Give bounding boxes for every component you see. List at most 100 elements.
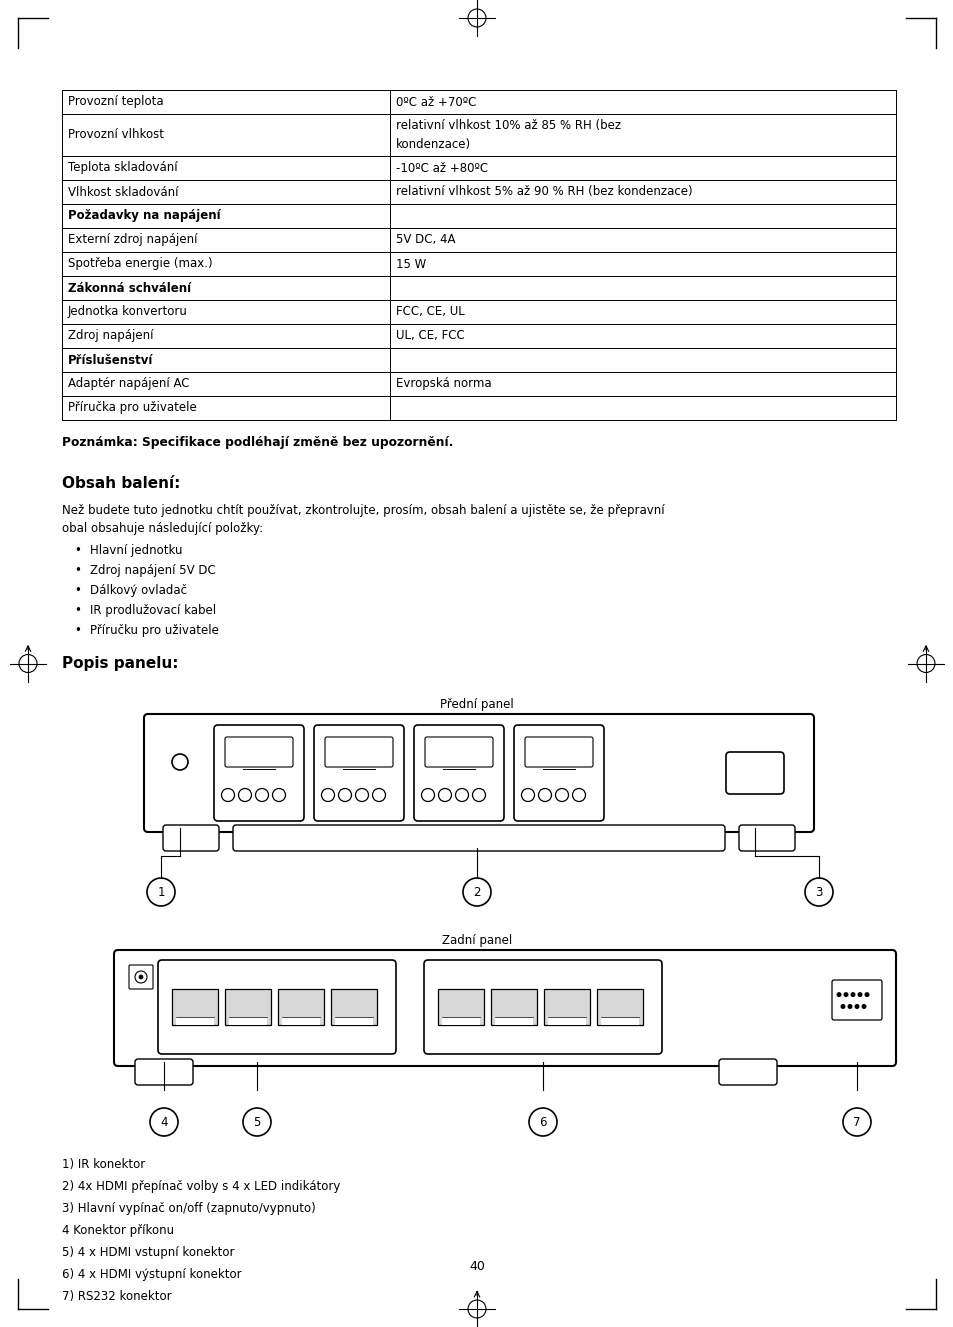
Text: 4 Konektor příkonu: 4 Konektor příkonu — [62, 1223, 174, 1237]
FancyBboxPatch shape — [277, 989, 324, 1024]
Text: Přední panel: Přední panel — [439, 698, 514, 711]
Text: -10ºC až +80ºC: -10ºC až +80ºC — [395, 162, 488, 174]
FancyBboxPatch shape — [491, 989, 537, 1024]
Text: Vlhkost skladování: Vlhkost skladování — [68, 186, 178, 199]
Text: •: • — [74, 624, 81, 637]
Circle shape — [861, 1005, 865, 1009]
FancyBboxPatch shape — [213, 725, 304, 821]
Bar — [600, 1016, 639, 1024]
Circle shape — [854, 1005, 859, 1009]
FancyBboxPatch shape — [163, 825, 219, 851]
Bar — [335, 1016, 373, 1024]
FancyBboxPatch shape — [233, 825, 724, 851]
Text: •: • — [74, 544, 81, 557]
Text: 5) 4 x HDMI vstupní konektor: 5) 4 x HDMI vstupní konektor — [62, 1246, 234, 1259]
Text: 4: 4 — [160, 1116, 168, 1128]
Text: 0ºC až +70ºC: 0ºC až +70ºC — [395, 96, 476, 109]
Text: 15 W: 15 W — [395, 257, 426, 271]
Text: Externí zdroj napájení: Externí zdroj napájení — [68, 234, 197, 247]
Text: Obsah balení:: Obsah balení: — [62, 476, 180, 491]
FancyBboxPatch shape — [172, 989, 218, 1024]
Text: Příručku pro uživatele: Příručku pro uživatele — [90, 624, 218, 637]
Text: •: • — [74, 564, 81, 577]
FancyBboxPatch shape — [113, 950, 895, 1066]
Text: 5: 5 — [253, 1116, 260, 1128]
Text: Jednotka konvertoru: Jednotka konvertoru — [68, 305, 188, 318]
Text: Popis panelu:: Popis panelu: — [62, 656, 178, 671]
Text: Adaptér napájení AC: Adaptér napájení AC — [68, 377, 190, 390]
FancyBboxPatch shape — [424, 736, 493, 767]
FancyBboxPatch shape — [543, 989, 589, 1024]
Text: relativní vlhkost 10% až 85 % RH (bez: relativní vlhkost 10% až 85 % RH (bez — [395, 119, 620, 133]
Circle shape — [863, 993, 868, 997]
Circle shape — [846, 1005, 852, 1009]
Text: obal obsahuje následující položky:: obal obsahuje následující položky: — [62, 522, 263, 535]
Circle shape — [842, 993, 847, 997]
Bar — [441, 1016, 479, 1024]
Text: 6: 6 — [538, 1116, 546, 1128]
Text: IR prodlužovací kabel: IR prodlužovací kabel — [90, 604, 216, 617]
FancyBboxPatch shape — [129, 965, 152, 989]
Text: Příslušenství: Příslušenství — [68, 353, 153, 366]
Text: Zdroj napájení 5V DC: Zdroj napájení 5V DC — [90, 564, 215, 577]
Text: Hlavní jednotku: Hlavní jednotku — [90, 544, 182, 557]
Text: Zdroj napájení: Zdroj napájení — [68, 329, 153, 342]
FancyBboxPatch shape — [597, 989, 642, 1024]
Text: •: • — [74, 604, 81, 617]
Text: Provozní vlhkost: Provozní vlhkost — [68, 129, 164, 142]
FancyBboxPatch shape — [831, 981, 882, 1020]
FancyBboxPatch shape — [739, 825, 794, 851]
Text: Teplota skladování: Teplota skladování — [68, 162, 177, 174]
Text: 2) 4x HDMI přepínač volby s 4 x LED indikátory: 2) 4x HDMI přepínač volby s 4 x LED indi… — [62, 1180, 340, 1193]
Bar — [547, 1016, 585, 1024]
FancyBboxPatch shape — [314, 725, 403, 821]
Text: 7) RS232 konektor: 7) RS232 konektor — [62, 1290, 172, 1303]
Text: Dálkový ovladač: Dálkový ovladač — [90, 584, 187, 597]
Circle shape — [857, 993, 862, 997]
FancyBboxPatch shape — [414, 725, 503, 821]
Text: Spotřeba energie (max.): Spotřeba energie (max.) — [68, 257, 213, 271]
Text: 3: 3 — [815, 885, 821, 898]
Text: Zákonná schválení: Zákonná schválení — [68, 281, 191, 295]
Circle shape — [850, 993, 855, 997]
Text: Provozní teplota: Provozní teplota — [68, 96, 164, 109]
Bar — [282, 1016, 319, 1024]
Text: Zadní panel: Zadní panel — [441, 934, 512, 947]
FancyBboxPatch shape — [524, 736, 593, 767]
Text: Požadavky na napájení: Požadavky na napájení — [68, 210, 220, 223]
FancyBboxPatch shape — [514, 725, 603, 821]
Text: Evropská norma: Evropská norma — [395, 377, 491, 390]
Text: kondenzace): kondenzace) — [395, 138, 471, 151]
FancyBboxPatch shape — [135, 1059, 193, 1085]
Text: Než budete tuto jednotku chtít používat, zkontrolujte, prosím, obsah balení a uj: Než budete tuto jednotku chtít používat,… — [62, 504, 664, 518]
FancyBboxPatch shape — [437, 989, 483, 1024]
Text: relativní vlhkost 5% až 90 % RH (bez kondenzace): relativní vlhkost 5% až 90 % RH (bez kon… — [395, 186, 692, 199]
Text: FCC, CE, UL: FCC, CE, UL — [395, 305, 464, 318]
FancyBboxPatch shape — [225, 989, 271, 1024]
FancyBboxPatch shape — [225, 736, 293, 767]
Circle shape — [836, 993, 841, 997]
Text: Příručka pro uživatele: Příručka pro uživatele — [68, 402, 196, 414]
FancyBboxPatch shape — [331, 989, 376, 1024]
FancyBboxPatch shape — [423, 959, 661, 1054]
FancyBboxPatch shape — [325, 736, 393, 767]
FancyBboxPatch shape — [719, 1059, 776, 1085]
Circle shape — [840, 1005, 844, 1009]
Text: 40: 40 — [469, 1261, 484, 1274]
Text: •: • — [74, 584, 81, 597]
Text: UL, CE, FCC: UL, CE, FCC — [395, 329, 464, 342]
Text: 7: 7 — [852, 1116, 860, 1128]
Bar — [229, 1016, 267, 1024]
FancyBboxPatch shape — [144, 714, 813, 832]
Text: Poznámka: Specifikace podléhají změně bez upozornění.: Poznámka: Specifikace podléhají změně be… — [62, 437, 453, 449]
Circle shape — [139, 975, 143, 979]
FancyBboxPatch shape — [725, 752, 783, 794]
Text: 1) IR konektor: 1) IR konektor — [62, 1158, 145, 1170]
Text: 5V DC, 4A: 5V DC, 4A — [395, 234, 455, 247]
FancyBboxPatch shape — [158, 959, 395, 1054]
Bar — [495, 1016, 533, 1024]
Text: 1: 1 — [157, 885, 165, 898]
Text: 3) Hlavní vypínač on/off (zapnuto/vypnuto): 3) Hlavní vypínač on/off (zapnuto/vypnut… — [62, 1202, 315, 1216]
Bar — [175, 1016, 213, 1024]
Text: 2: 2 — [473, 885, 480, 898]
